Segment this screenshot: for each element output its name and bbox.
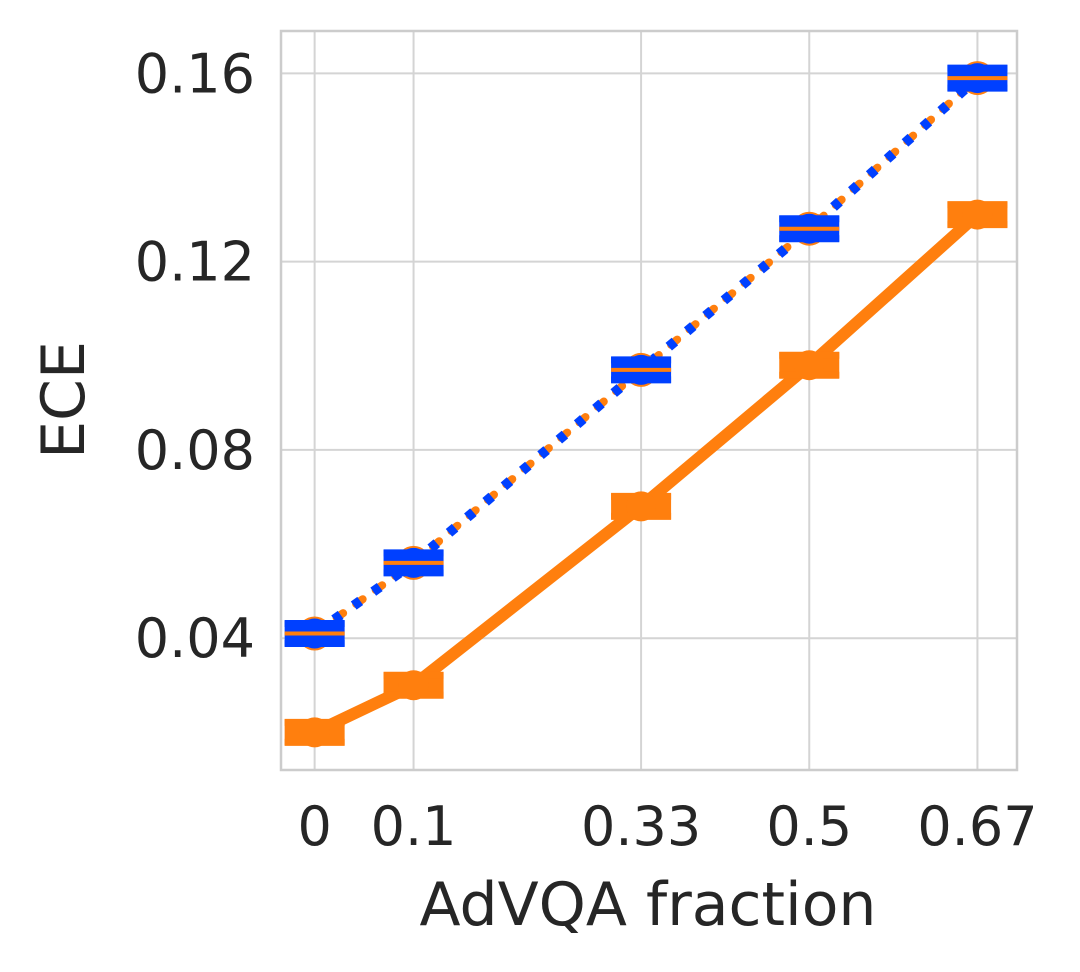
data-point (947, 61, 1008, 96)
y-tick-label: 0.04 (135, 607, 255, 670)
marker-point (299, 717, 330, 748)
x-tick-label: 0.33 (581, 795, 701, 858)
y-tick-label: 0.12 (135, 231, 255, 294)
data-point (383, 670, 444, 701)
x-tick-label: 0.1 (371, 795, 457, 858)
marker-point (794, 350, 825, 381)
data-point (947, 199, 1008, 230)
x-tick-label: 0.67 (917, 795, 1037, 858)
marker-point (398, 670, 429, 701)
grid (281, 31, 1017, 770)
x-axis-label: AdVQA fraction (420, 870, 877, 940)
plot-frame (279, 29, 1019, 772)
data-point (611, 491, 672, 522)
data-point (284, 717, 345, 748)
data-point (779, 211, 840, 246)
series-1 (284, 61, 1008, 651)
data-point (779, 350, 840, 381)
series-layer (284, 61, 1008, 748)
marker-point (626, 491, 657, 522)
data-point (284, 616, 345, 651)
data-point (383, 545, 444, 580)
tick-labels: 0 0.1 0.33 0.5 0.67 0.04 0.08 0.12 0.16 (135, 42, 1038, 858)
x-tick-label: 0.5 (766, 795, 852, 858)
x-tick-label: 0 (297, 795, 331, 858)
y-axis-label: ECE (29, 341, 99, 459)
series-2 (284, 199, 1008, 748)
data-point (611, 352, 672, 387)
marker-point (962, 199, 993, 230)
y-tick-label: 0.16 (135, 42, 255, 105)
y-tick-label: 0.08 (135, 419, 255, 482)
